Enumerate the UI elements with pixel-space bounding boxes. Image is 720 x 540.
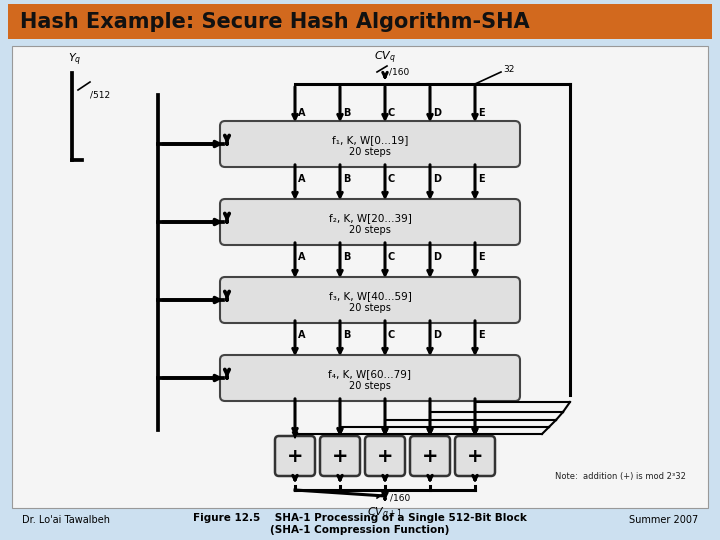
- Text: A: A: [298, 330, 305, 340]
- Text: +: +: [422, 447, 438, 465]
- Text: C: C: [388, 174, 395, 184]
- FancyBboxPatch shape: [365, 436, 405, 476]
- Bar: [8, 4, 712, 39]
- Text: C: C: [388, 330, 395, 340]
- Text: C: C: [388, 252, 395, 262]
- Text: 20 steps: 20 steps: [349, 381, 391, 391]
- Text: $Y_q$: $Y_q$: [68, 52, 81, 68]
- Text: /160: /160: [389, 68, 409, 77]
- Text: A: A: [298, 108, 305, 118]
- Text: D: D: [433, 108, 441, 118]
- Text: C: C: [388, 108, 395, 118]
- Text: B: B: [343, 174, 351, 184]
- Text: E: E: [478, 108, 485, 118]
- Text: E: E: [478, 174, 485, 184]
- Text: $CV_q$: $CV_q$: [374, 50, 396, 66]
- Text: /512: /512: [90, 91, 110, 99]
- FancyBboxPatch shape: [220, 277, 520, 323]
- Text: f₄, K, W[60...79]: f₄, K, W[60...79]: [328, 369, 412, 379]
- Text: Note:  addition (+) is mod 2³32: Note: addition (+) is mod 2³32: [555, 471, 686, 481]
- Text: +: +: [287, 447, 303, 465]
- Text: /160: /160: [390, 494, 410, 503]
- Text: 20 steps: 20 steps: [349, 303, 391, 313]
- FancyBboxPatch shape: [220, 121, 520, 167]
- Text: Summer 2007: Summer 2007: [629, 515, 698, 525]
- Text: $CV_{q+1}$: $CV_{q+1}$: [367, 506, 403, 522]
- Text: A: A: [298, 252, 305, 262]
- Text: D: D: [433, 330, 441, 340]
- Text: f₃, K, W[40...59]: f₃, K, W[40...59]: [328, 291, 411, 301]
- Text: f₂, K, W[20...39]: f₂, K, W[20...39]: [328, 213, 411, 222]
- Text: +: +: [377, 447, 393, 465]
- Text: Dr. Lo'ai Tawalbeh: Dr. Lo'ai Tawalbeh: [22, 515, 110, 525]
- Text: D: D: [433, 174, 441, 184]
- Bar: [12, 46, 708, 508]
- FancyBboxPatch shape: [275, 436, 315, 476]
- Text: B: B: [343, 330, 351, 340]
- FancyBboxPatch shape: [220, 355, 520, 401]
- FancyBboxPatch shape: [455, 436, 495, 476]
- Text: E: E: [478, 252, 485, 262]
- Text: +: +: [332, 447, 348, 465]
- Text: +: +: [467, 447, 483, 465]
- Text: Hash Example: Secure Hash Algorithm-SHA: Hash Example: Secure Hash Algorithm-SHA: [20, 12, 530, 32]
- Text: 20 steps: 20 steps: [349, 225, 391, 235]
- Text: B: B: [343, 252, 351, 262]
- FancyBboxPatch shape: [410, 436, 450, 476]
- Text: Figure 12.5    SHA-1 Processing of a Single 512-Bit Block
(SHA-1 Compression Fun: Figure 12.5 SHA-1 Processing of a Single…: [193, 513, 527, 535]
- Text: D: D: [433, 252, 441, 262]
- Text: f₁, K, W[0...19]: f₁, K, W[0...19]: [332, 134, 408, 145]
- Text: A: A: [298, 174, 305, 184]
- FancyBboxPatch shape: [320, 436, 360, 476]
- Text: 20 steps: 20 steps: [349, 147, 391, 157]
- FancyBboxPatch shape: [220, 199, 520, 245]
- Text: 32: 32: [503, 65, 514, 75]
- Text: E: E: [478, 330, 485, 340]
- Text: B: B: [343, 108, 351, 118]
